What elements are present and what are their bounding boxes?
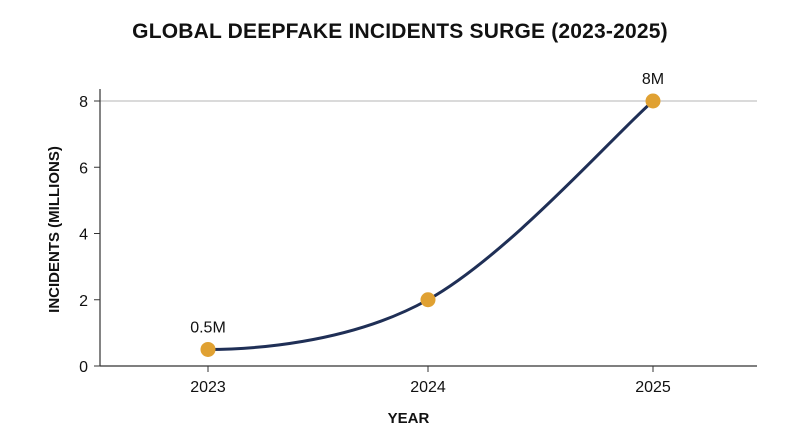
y-tick-label: 4 — [79, 227, 88, 244]
y-axis-title: INCIDENTS (MILLIONS) — [46, 146, 63, 313]
data-label: 8M — [642, 71, 664, 88]
data-label: 0.5M — [190, 319, 226, 336]
x-tick-label: 2024 — [410, 379, 446, 396]
x-tick-label: 2025 — [635, 379, 671, 396]
y-tick-label: 2 — [79, 293, 88, 310]
data-point — [420, 292, 436, 308]
y-tick-label: 0 — [79, 359, 88, 376]
y-tick-label: 8 — [79, 94, 88, 111]
data-point — [645, 93, 661, 109]
data-point — [200, 341, 216, 357]
x-axis-title: YEAR — [388, 410, 430, 427]
x-tick-label: 2023 — [190, 379, 226, 396]
y-tick-label: 6 — [79, 160, 88, 177]
chart-title: GLOBAL DEEPFAKE INCIDENTS SURGE (2023-20… — [132, 20, 668, 43]
series-line — [206, 99, 655, 351]
